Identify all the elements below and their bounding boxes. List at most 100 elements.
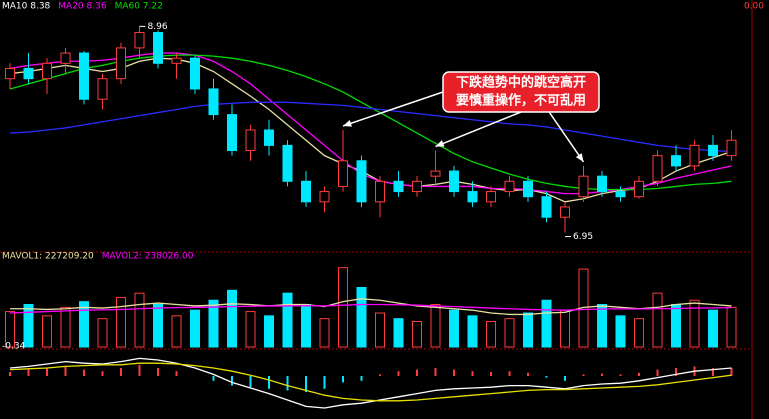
candle-body	[97, 78, 108, 100]
volume-bar	[190, 309, 200, 348]
volume-bar	[79, 301, 89, 348]
ma-line	[9, 52, 732, 195]
legend-entry: MA10 8.38	[2, 2, 51, 12]
candle-body	[578, 175, 589, 198]
ma-line	[9, 54, 732, 191]
volume-bar	[671, 304, 681, 348]
volume-bar	[541, 299, 552, 348]
candle-body	[689, 144, 700, 167]
candle-body	[245, 129, 256, 152]
volume-bar	[504, 318, 515, 348]
candle-body	[227, 114, 237, 152]
volume-bar	[726, 306, 737, 348]
arrow-head	[343, 120, 352, 127]
candle-body	[652, 155, 663, 182]
candle-body	[356, 160, 367, 203]
ma-line	[9, 57, 732, 203]
candle-body	[615, 191, 626, 198]
arrow-head	[435, 140, 445, 147]
volume-bar	[615, 315, 626, 348]
candle-body	[449, 170, 459, 193]
candle-body	[486, 191, 496, 203]
candle-body	[412, 180, 422, 193]
candle-body	[523, 180, 533, 198]
candle-body	[301, 180, 311, 203]
volume-bar	[430, 304, 441, 348]
candle-body	[671, 155, 681, 167]
mavol-line	[9, 303, 732, 314]
volume-bar	[412, 321, 422, 348]
candle-body	[23, 67, 34, 80]
candle-body	[171, 57, 182, 64]
candle-body	[338, 160, 348, 187]
volume-bar	[467, 315, 478, 348]
volume-bar	[245, 311, 256, 348]
arrow	[342, 91, 444, 127]
candle-body	[282, 144, 293, 182]
volume-bar	[42, 315, 52, 348]
candle-body	[42, 62, 52, 80]
candle-body	[79, 52, 89, 100]
legend-entry: MAVOL2: 238026.00	[102, 252, 194, 262]
annotation-text: 下跌趋势中的跳空高开	[456, 75, 586, 91]
macd-line	[9, 362, 732, 402]
volume-bar	[449, 309, 459, 348]
annotation-box	[442, 71, 600, 113]
candle-body	[430, 170, 441, 177]
volume-bar	[5, 311, 15, 348]
annotation-text: 要慎重操作，不可乱用	[456, 93, 586, 109]
macd-line	[9, 357, 732, 409]
candle-body	[208, 88, 219, 116]
candle-body	[116, 47, 126, 80]
volume-bar	[338, 267, 348, 348]
candle-body	[264, 129, 274, 146]
volume-bar	[393, 318, 404, 348]
candle-body	[597, 175, 607, 193]
volume-bar	[282, 292, 293, 348]
volume-bar	[319, 318, 330, 348]
volume-bar	[375, 312, 385, 348]
candle-body	[60, 52, 71, 64]
legend-entry: MAVOL1: 227209.20	[2, 252, 94, 262]
volume-bar	[227, 289, 237, 348]
high-label: 8.96	[148, 22, 168, 32]
volume-bar	[597, 304, 607, 348]
legend-entry: MA20 8.36	[58, 2, 107, 12]
volume-bar	[301, 304, 311, 348]
arrow	[435, 111, 522, 148]
candle-body	[319, 191, 330, 203]
volume-bar	[208, 299, 219, 348]
legend-entry: -0.34	[2, 342, 26, 352]
volume-bar	[60, 306, 71, 348]
volume-bar	[486, 321, 496, 348]
candle-body	[134, 32, 145, 49]
volume-bar	[153, 304, 163, 348]
candle-body	[153, 32, 163, 64]
volume-bar	[560, 309, 570, 348]
arrow	[544, 105, 585, 163]
volume-bar	[689, 299, 700, 348]
volume-bar	[116, 296, 126, 348]
axis-label: 0.00	[744, 2, 764, 12]
candle-body	[634, 180, 644, 198]
ma-line	[9, 101, 732, 153]
volume-bar	[634, 318, 644, 348]
mavol-line	[10, 298, 732, 316]
low-label: 6.95	[573, 232, 593, 242]
arrow-head	[575, 153, 584, 162]
volume-bar	[708, 309, 718, 348]
candle-body	[504, 180, 515, 193]
volume-bar	[264, 315, 274, 348]
volume-bar	[97, 318, 108, 348]
candle-body	[5, 67, 15, 80]
volume-bar	[23, 304, 34, 348]
volume-bar	[171, 315, 182, 348]
volume-bar	[523, 312, 533, 348]
candle-body	[375, 180, 385, 203]
candle-body	[726, 139, 737, 157]
volume-bar	[356, 287, 367, 348]
candle-body	[467, 191, 478, 203]
candle-body	[190, 57, 200, 90]
